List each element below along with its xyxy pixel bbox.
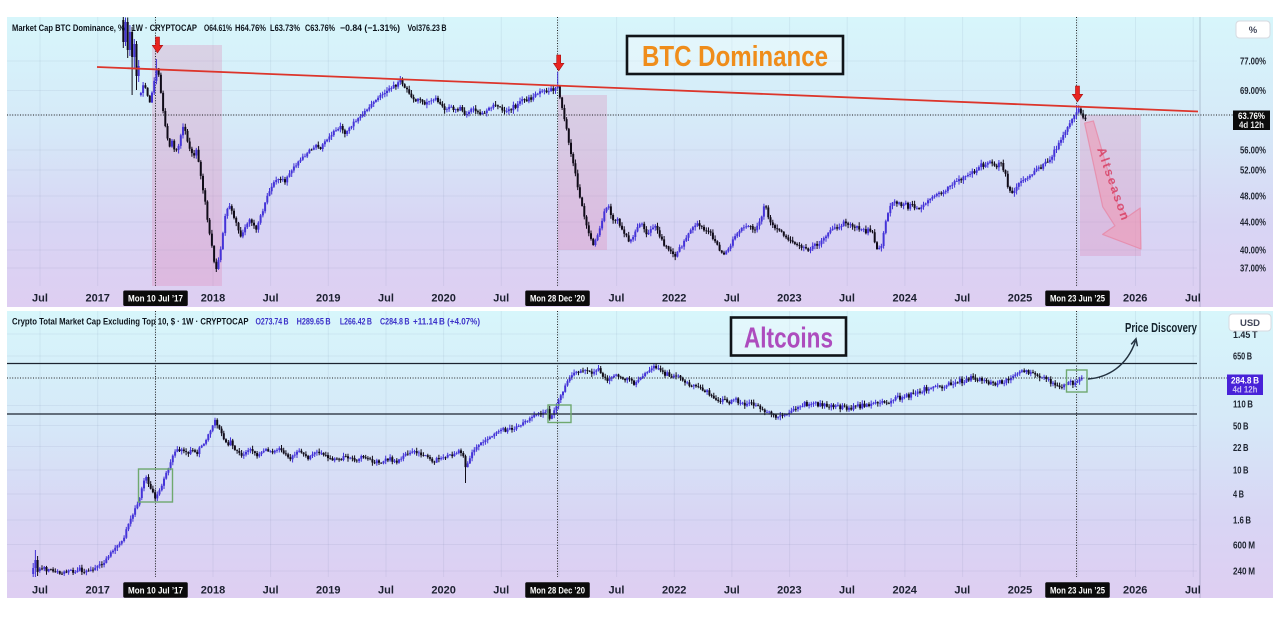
svg-text:2019: 2019 [316,293,340,305]
svg-text:Jul: Jul [32,293,48,305]
svg-text:Jul: Jul [724,585,740,597]
svg-text:52.00%: 52.00% [1240,166,1266,177]
svg-text:Jul: Jul [263,585,279,597]
svg-text:Jul: Jul [609,585,625,597]
svg-text:Jul: Jul [493,585,509,597]
svg-text:110 B: 110 B [1233,400,1253,411]
svg-text:Altcoins: Altcoins [744,323,833,355]
svg-text:1.6 B: 1.6 B [1233,516,1251,527]
svg-text:40.00%: 40.00% [1240,246,1266,257]
svg-text:2025: 2025 [1008,585,1032,597]
svg-text:O64.61%: O64.61% [204,23,232,34]
svg-text:2024: 2024 [892,585,917,597]
svg-text:USD: USD [1240,318,1260,329]
svg-text:BTC Dominance: BTC Dominance [642,41,828,73]
svg-text:C63.76%: C63.76% [305,23,335,34]
svg-text:%: % [1249,25,1258,36]
svg-text:Mon 23 Jun ’25: Mon 23 Jun ’25 [1050,585,1106,596]
svg-text:650 B: 650 B [1233,352,1252,363]
svg-text:600 M: 600 M [1233,541,1255,552]
svg-text:4d 12h: 4d 12h [1239,120,1264,130]
svg-text:4 B: 4 B [1233,490,1244,501]
svg-text:63.76%: 63.76% [1238,111,1265,121]
svg-text:Jul: Jul [32,585,48,597]
svg-text:Jul: Jul [1185,293,1201,305]
svg-text:Jul: Jul [609,293,625,305]
svg-text:Jul: Jul [1185,585,1201,597]
svg-text:2019: 2019 [316,585,340,597]
svg-text:56.00%: 56.00% [1240,146,1266,157]
svg-text:240 M: 240 M [1233,567,1255,578]
svg-text:Jul: Jul [954,293,970,305]
svg-text:Price Discovery: Price Discovery [1125,321,1197,335]
svg-text:2023: 2023 [777,293,801,305]
svg-text:2026: 2026 [1123,585,1147,597]
svg-text:Jul: Jul [263,293,279,305]
svg-text:Jul: Jul [839,585,855,597]
svg-text:2025: 2025 [1008,293,1032,305]
svg-text:H289.65 B: H289.65 B [297,317,331,328]
svg-text:2017: 2017 [85,585,109,597]
svg-text:2022: 2022 [662,585,686,597]
svg-text:10 B: 10 B [1233,466,1249,477]
svg-text:L266.42 B: L266.42 B [340,317,372,328]
svg-text:+11.14 B (+4.07%): +11.14 B (+4.07%) [413,317,480,328]
svg-text:2023: 2023 [777,585,801,597]
svg-text:44.00%: 44.00% [1240,218,1266,229]
svg-text:2022: 2022 [662,293,686,305]
svg-text:2018: 2018 [201,585,225,597]
svg-text:4d 12h: 4d 12h [1233,385,1258,395]
svg-text:C284.8 B: C284.8 B [380,317,410,328]
svg-text:Jul: Jul [378,293,394,305]
svg-text:Jul: Jul [839,293,855,305]
svg-text:Mon 28 Dec ’20: Mon 28 Dec ’20 [530,294,585,305]
svg-text:Market Cap BTC Dominance, % ·: Market Cap BTC Dominance, % · 1W · CRYPT… [12,23,198,34]
svg-text:48.00%: 48.00% [1240,192,1266,203]
svg-text:Jul: Jul [724,293,740,305]
svg-text:2026: 2026 [1123,293,1147,305]
svg-text:Jul: Jul [954,585,970,597]
svg-text:Mon 23 Jun ’25: Mon 23 Jun ’25 [1050,294,1106,305]
svg-text:Mon 28 Dec ’20: Mon 28 Dec ’20 [530,585,585,596]
svg-text:2020: 2020 [431,585,455,597]
svg-text:2024: 2024 [892,293,917,305]
svg-text:Jul: Jul [493,293,509,305]
svg-text:37.00%: 37.00% [1240,264,1266,275]
svg-text:69.00%: 69.00% [1240,86,1266,97]
svg-text:22 B: 22 B [1233,443,1249,454]
svg-text:284.8 B: 284.8 B [1231,376,1259,386]
svg-text:O273.74 B: O273.74 B [256,317,289,328]
svg-text:L63.73%: L63.73% [270,23,300,34]
svg-text:77.00%: 77.00% [1240,57,1266,68]
svg-text:Jul: Jul [378,585,394,597]
svg-text:2018: 2018 [201,293,225,305]
svg-text:Mon 10 Jul ’17: Mon 10 Jul ’17 [128,294,183,305]
svg-text:Crypto Total Market Cap Exclud: Crypto Total Market Cap Excluding Top 10… [12,317,249,328]
svg-text:50 B: 50 B [1233,422,1249,433]
svg-text:H64.76%: H64.76% [235,23,266,34]
svg-text:−0.84 (−1.31%): −0.84 (−1.31%) [340,23,400,34]
svg-text:Mon 10 Jul ’17: Mon 10 Jul ’17 [128,585,183,596]
svg-text:Vol376.23 B: Vol376.23 B [408,23,447,34]
svg-text:2017: 2017 [85,293,109,305]
svg-text:2020: 2020 [431,293,455,305]
svg-text:1.45 T: 1.45 T [1233,330,1258,341]
